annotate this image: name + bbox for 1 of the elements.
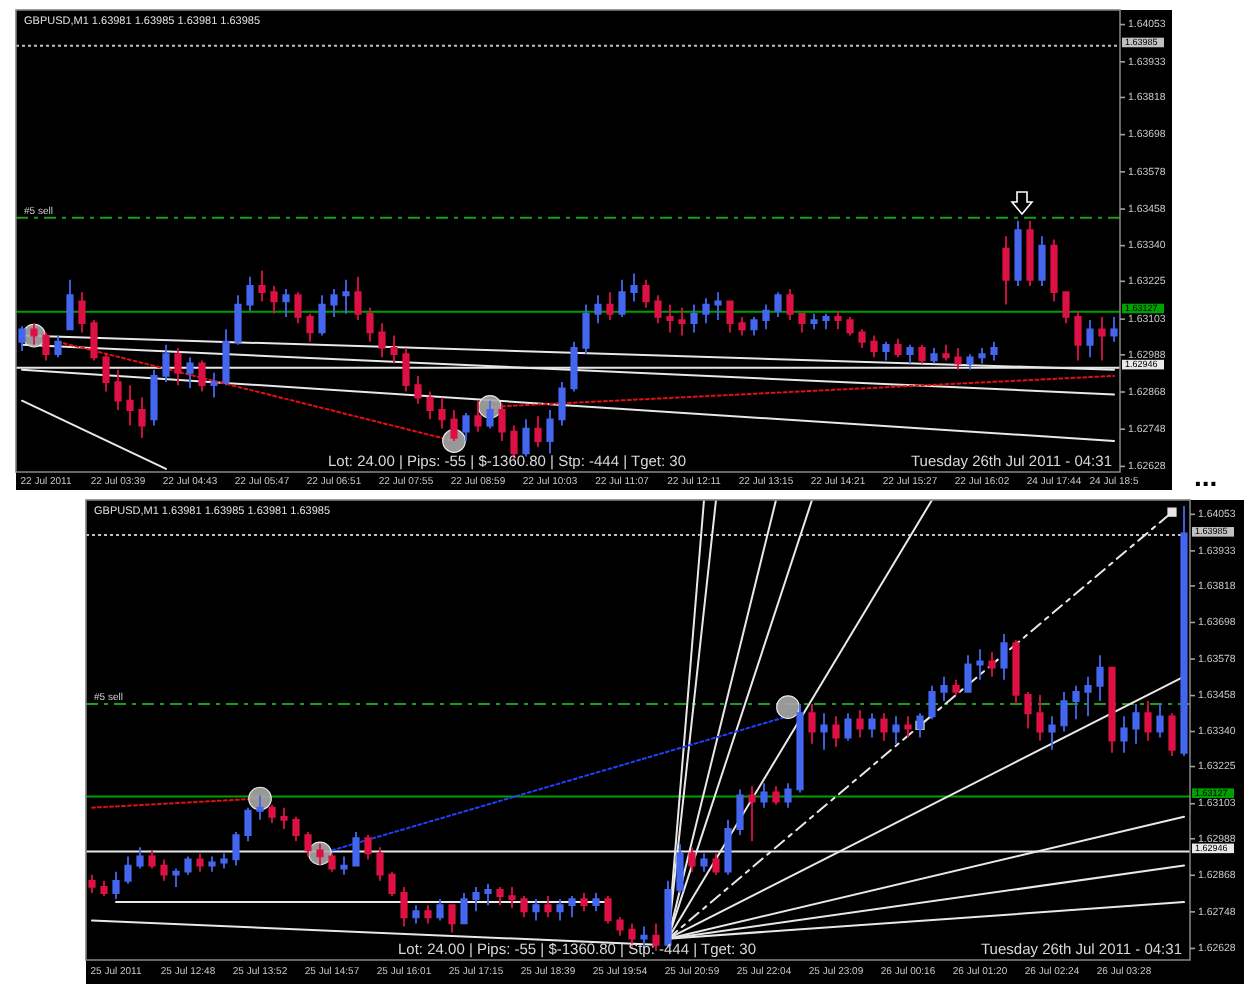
text: ...: [1194, 460, 1218, 492]
